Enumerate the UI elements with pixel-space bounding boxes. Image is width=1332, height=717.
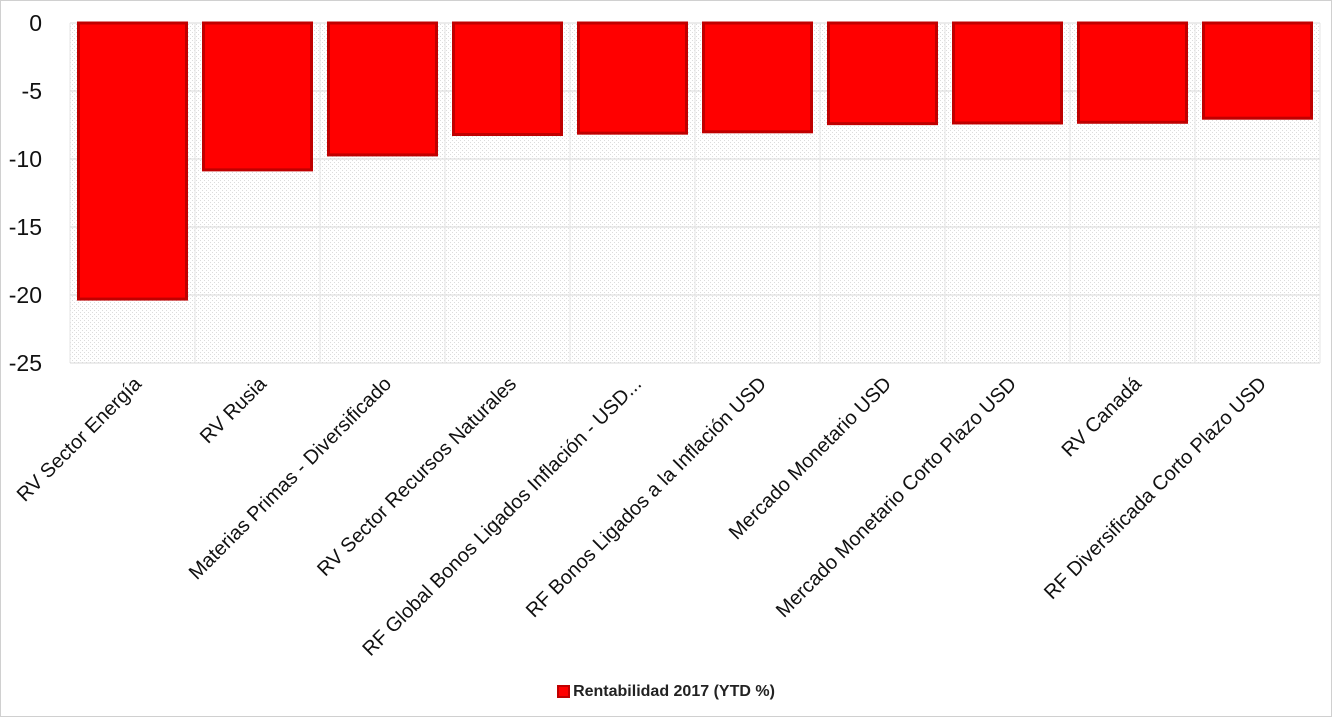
y-tick-label: 0 [29,10,42,36]
bar [77,21,188,301]
bar [452,21,563,137]
x-tick-label: RF Diversificada Corto Plazo USD [1040,373,1271,604]
bar [827,21,938,126]
legend-swatch [557,685,571,698]
x-tick-label: Materias Primas - Diversificado [185,373,396,584]
legend: Rentabilidad 2017 (YTD %) [0,683,1332,701]
y-tick-label: -20 [9,282,42,308]
bar [327,21,438,157]
bar [577,21,688,135]
x-tick-label: RV Rusia [196,372,272,448]
x-tick-label: RV Sector Energía [13,372,147,506]
y-axis-tick-labels: 0 -5 -10 -15 -20 -25 [9,10,42,376]
bar [1202,21,1313,120]
x-tick-label: RV Canadá [1058,372,1147,461]
bar [702,21,813,134]
x-tick-label: RF Bonos Ligados a la Inflación USD [522,373,771,622]
bar [1077,21,1188,124]
y-tick-label: -10 [9,146,42,172]
y-tick-label: -5 [22,78,42,104]
x-tick-label: Mercado Monetario Corto Plazo USD [772,373,1021,622]
y-tick-label: -15 [9,214,42,240]
legend-label: Rentabilidad 2017 (YTD %) [573,683,775,700]
bars [77,21,1313,301]
x-tick-label: RV Sector Recursos Naturales [313,373,521,581]
y-tick-label: -25 [9,350,42,376]
x-tick-label: RF Global Bonos Ligados Inflación - USD.… [358,373,646,661]
bar [202,21,313,172]
bar [952,21,1063,125]
